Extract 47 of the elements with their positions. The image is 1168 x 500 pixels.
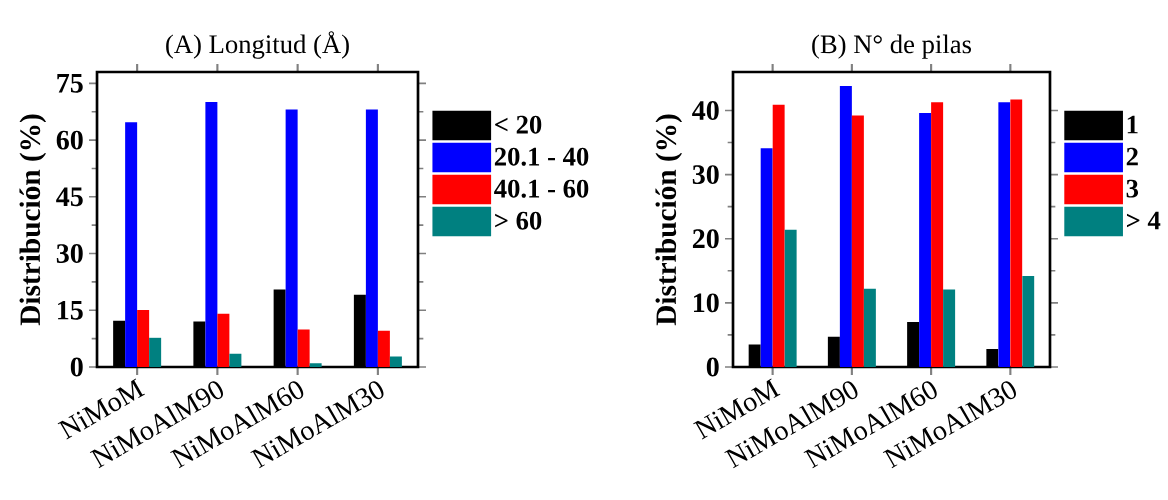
bar <box>772 104 785 367</box>
legend-label: 3 <box>1126 179 1139 198</box>
bar <box>365 109 378 367</box>
y-tick-label: 20 <box>692 229 719 249</box>
bar <box>149 337 162 367</box>
legend-label: < 20 <box>495 115 542 134</box>
y-tick-label: 75 <box>57 74 83 93</box>
y-tick-label: 30 <box>692 165 719 185</box>
y-tick-label: 30 <box>56 244 83 263</box>
bar <box>217 313 230 367</box>
bar <box>839 86 852 367</box>
bar <box>943 289 956 367</box>
bar <box>205 101 218 367</box>
y-tick-label: 0 <box>706 357 719 377</box>
legend-label: 40.1 - 60 <box>494 179 589 198</box>
bar <box>760 148 773 367</box>
legend-label: 2 <box>1126 147 1138 166</box>
y-tick-label: 0 <box>70 357 83 377</box>
y-tick-label: 45 <box>56 187 83 207</box>
y-axis-title: Distribución (%) <box>655 114 683 326</box>
bar <box>863 288 876 367</box>
bar <box>285 109 298 367</box>
bar <box>919 113 932 367</box>
legend-label: 1 <box>1127 115 1138 134</box>
bar <box>377 330 390 367</box>
legend-label: > 60 <box>495 211 542 230</box>
bar <box>784 229 797 367</box>
y-axis-title: Distribución (%) <box>19 114 47 326</box>
legend-label: 20.1 - 40 <box>494 147 589 166</box>
bar <box>998 102 1011 367</box>
bar <box>931 102 944 367</box>
bar <box>125 122 138 367</box>
bar <box>229 353 242 367</box>
legend-label: > 4 <box>1126 211 1161 230</box>
y-tick-label: 60 <box>56 130 83 150</box>
bar <box>137 309 150 367</box>
bar <box>1022 275 1035 367</box>
bar <box>1010 99 1023 367</box>
chart-title: (A) Longitud (Å) <box>166 31 349 59</box>
bar <box>297 329 310 367</box>
chart-title: (B) N° de pilas <box>812 34 972 59</box>
bar <box>851 115 864 367</box>
y-tick-label: 10 <box>694 293 719 313</box>
y-tick-label: 15 <box>58 300 83 320</box>
y-tick-label: 40 <box>692 101 719 120</box>
bar <box>309 363 322 367</box>
bar <box>389 356 402 367</box>
